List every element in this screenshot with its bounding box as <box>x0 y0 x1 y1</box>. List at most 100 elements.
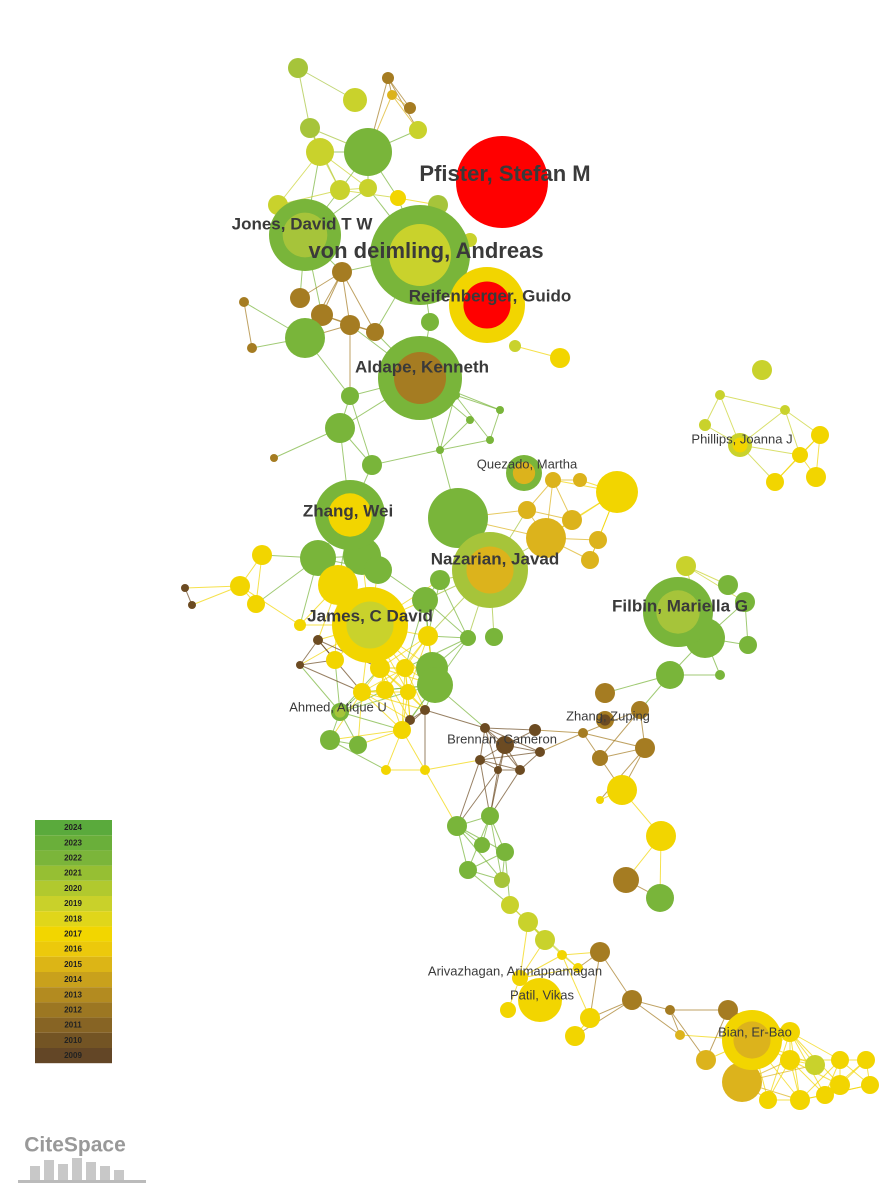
node <box>430 570 450 590</box>
node <box>805 1055 825 1075</box>
edge <box>361 691 403 731</box>
node <box>722 1062 762 1102</box>
node-label: James, C David <box>307 606 433 625</box>
node <box>792 447 808 463</box>
edge <box>243 301 253 349</box>
edge <box>467 869 511 906</box>
node <box>496 406 504 414</box>
legend-year: 2014 <box>64 975 82 984</box>
node <box>718 575 738 595</box>
legend-year: 2010 <box>64 1036 82 1045</box>
node-core <box>526 986 554 1014</box>
node <box>405 715 415 725</box>
edge <box>299 664 363 693</box>
node <box>381 765 391 775</box>
node-label: Zhang, Zuping <box>566 708 650 723</box>
edge <box>424 769 458 827</box>
legend-year: 2013 <box>64 990 82 999</box>
edge <box>361 691 426 711</box>
node <box>270 454 278 462</box>
node <box>635 738 655 758</box>
node-core <box>463 281 511 329</box>
edge <box>484 727 499 771</box>
legend-swatch <box>35 972 112 988</box>
legend-swatch <box>35 1002 112 1018</box>
node-label: Pfister, Stefan M <box>419 161 590 186</box>
node <box>665 1005 675 1015</box>
edge <box>329 729 403 741</box>
node <box>780 405 790 415</box>
year-legend: 2024 2023 2022 2021 2020 2019 2018 2017 2016 2015… <box>35 820 112 1064</box>
node <box>830 1075 850 1095</box>
node <box>562 510 582 530</box>
node <box>578 728 588 738</box>
node <box>474 837 490 853</box>
legend-swatch <box>35 820 112 836</box>
node <box>675 1030 685 1040</box>
node <box>466 416 474 424</box>
node <box>341 387 359 405</box>
node <box>596 796 604 804</box>
legend-year: 2017 <box>64 930 82 939</box>
node <box>340 315 360 335</box>
node <box>580 1008 600 1028</box>
node <box>290 288 310 308</box>
node <box>181 584 189 592</box>
node <box>390 190 406 206</box>
node <box>696 1050 716 1070</box>
node-core <box>282 212 328 258</box>
node <box>592 750 608 766</box>
node <box>387 90 397 100</box>
node <box>831 1051 849 1069</box>
node-label: von deimling, Andreas <box>308 238 543 263</box>
legend-swatch <box>35 865 112 881</box>
node-label: Reifenberger, Guido <box>409 286 571 305</box>
legend-swatch <box>35 911 112 927</box>
edge <box>767 1031 791 1101</box>
edge <box>479 751 541 761</box>
node <box>790 1090 810 1110</box>
edge <box>479 759 521 771</box>
edge <box>239 585 301 626</box>
edge <box>371 449 441 466</box>
node <box>366 323 384 341</box>
node-label: Jones, David T W <box>232 214 374 233</box>
node-core <box>732 437 748 453</box>
node <box>573 473 587 487</box>
edge <box>454 394 501 411</box>
edge <box>489 409 501 441</box>
node <box>509 340 521 352</box>
edge <box>341 271 376 333</box>
node-core <box>499 739 511 751</box>
node <box>529 724 541 736</box>
node <box>344 128 392 176</box>
node <box>332 262 352 282</box>
node <box>622 990 642 1010</box>
node <box>480 723 490 733</box>
edge <box>539 732 584 753</box>
node-core <box>389 224 451 286</box>
node-core <box>328 493 372 537</box>
edge <box>401 667 406 731</box>
node-label: Filbin, Mariella G <box>612 596 748 615</box>
node <box>500 1002 516 1018</box>
node <box>481 807 499 825</box>
node <box>545 472 561 488</box>
node-label: Zhang, Wei <box>303 501 393 520</box>
edge <box>456 825 503 881</box>
node <box>581 551 599 569</box>
legend-swatch <box>35 1048 112 1064</box>
node <box>417 667 453 703</box>
node <box>861 1076 879 1094</box>
node <box>607 775 637 805</box>
node <box>715 670 725 680</box>
node <box>252 545 272 565</box>
node <box>816 1086 834 1104</box>
node <box>646 884 674 912</box>
node <box>343 88 367 112</box>
node <box>515 765 525 775</box>
node-label: Phillips, Joanna J <box>691 431 792 446</box>
node <box>300 540 336 576</box>
